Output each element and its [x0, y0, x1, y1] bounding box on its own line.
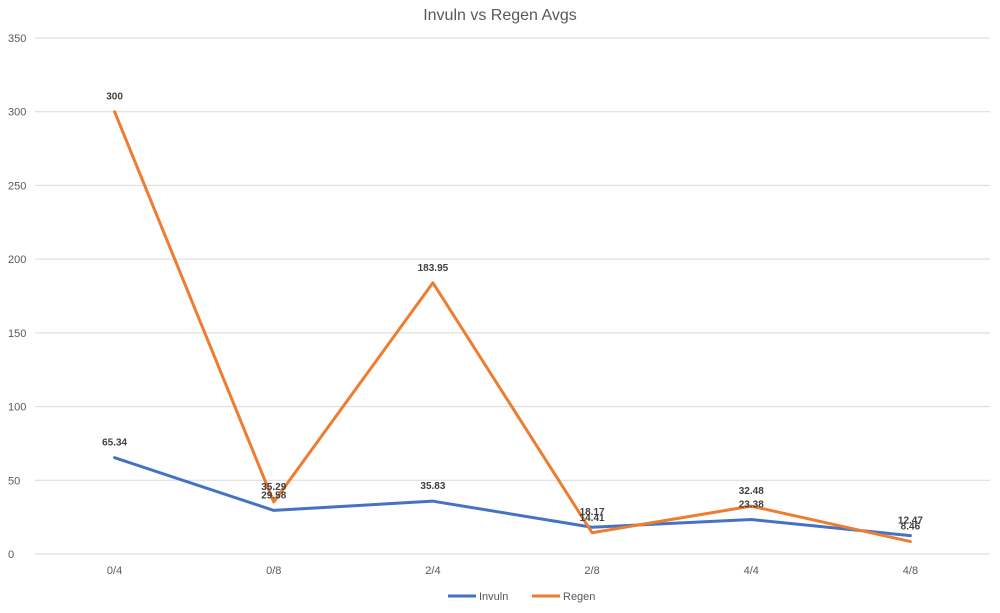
- data-labels: 65.34 29.58 35.83 18.17 23.38 12.47 300 35.29 18…: [102, 92, 923, 533]
- chart-title: Invuln vs Regen Avgs: [423, 7, 577, 24]
- y-tick-label: 50: [8, 475, 20, 487]
- x-tick-label: 2/8: [584, 565, 599, 577]
- x-tick-label: 0/4: [107, 565, 122, 577]
- series-line-invuln: [113, 456, 912, 538]
- gridlines: [35, 37, 990, 555]
- data-label: 65.34: [102, 438, 127, 449]
- series-lines: [113, 110, 912, 544]
- data-label: 18.17: [580, 507, 605, 518]
- data-label: 23.38: [739, 500, 764, 511]
- y-axis-ticks: 0 50 100 150 200 250 300 350: [8, 33, 26, 561]
- data-label: 32.48: [739, 486, 764, 497]
- series-line-regen: [113, 110, 912, 544]
- data-label: 300: [106, 92, 123, 103]
- data-label: 35.29: [261, 482, 286, 493]
- legend-label: Regen: [563, 591, 595, 603]
- x-tick-label: 4/4: [744, 565, 759, 577]
- y-tick-label: 100: [8, 402, 26, 414]
- y-tick-label: 200: [8, 254, 26, 266]
- legend-label: Invuln: [479, 591, 508, 603]
- data-label: 29.58: [261, 490, 286, 501]
- y-tick-label: 350: [8, 33, 26, 45]
- x-tick-label: 4/8: [903, 565, 918, 577]
- x-tick-label: 0/8: [266, 565, 281, 577]
- y-tick-label: 250: [8, 180, 26, 192]
- y-tick-label: 0: [8, 549, 14, 561]
- x-tick-label: 2/4: [425, 565, 440, 577]
- data-label: 12.47: [898, 516, 923, 527]
- data-label: 14.41: [580, 513, 605, 524]
- legend: Invuln Regen: [448, 591, 595, 603]
- y-tick-label: 300: [8, 107, 26, 119]
- y-tick-label: 150: [8, 328, 26, 340]
- data-label: 8.46: [901, 522, 921, 533]
- data-label: 35.83: [420, 481, 445, 492]
- data-label: 183.95: [418, 263, 449, 274]
- x-axis-ticks: 0/4 0/8 2/4 2/8 4/4 4/8: [107, 565, 918, 577]
